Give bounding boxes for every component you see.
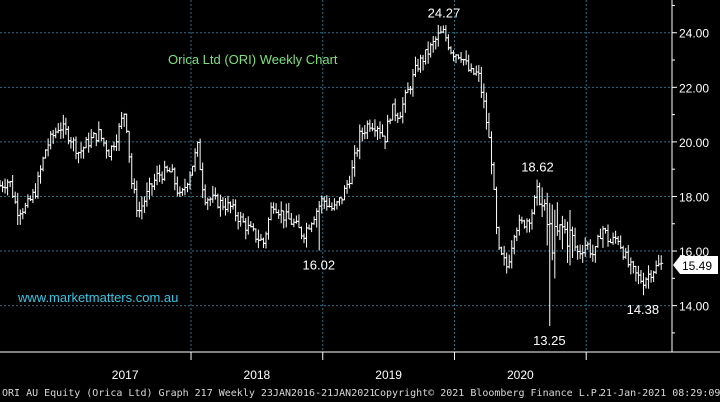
grid <box>0 0 672 352</box>
x-tick-label: 2019 <box>375 368 402 382</box>
footer-security-info: ORI AU Equity (Orica Ltd) Graph 217 Week… <box>2 388 376 399</box>
y-tick-label: 24.00 <box>679 27 709 41</box>
footer-bar: ORI AU Equity (Orica Ltd) Graph 217 Week… <box>0 385 720 402</box>
ohlc-bar <box>659 255 664 270</box>
footer-copyright: Copyright© 2021 Bloomberg Finance L.P. <box>374 388 603 399</box>
price-annotation: 14.38 <box>627 302 660 317</box>
x-tick-label: 2018 <box>244 368 271 382</box>
x-tick-label: 2020 <box>507 368 534 382</box>
ohlc-series <box>0 24 664 327</box>
chart-title: Orica Ltd (ORI) Weekly Chart <box>168 52 338 67</box>
y-tick-label: 14.00 <box>679 300 709 314</box>
last-price-value: 15.49 <box>682 259 712 273</box>
footer-timestamp: 21-Jan-2021 08:29:09 <box>600 388 720 399</box>
x-tick-label: 2017 <box>112 368 139 382</box>
last-price-tag: 15.49 <box>673 255 718 274</box>
y-tick-label: 18.00 <box>679 190 709 204</box>
y-tick-label: 16.00 <box>679 245 709 259</box>
watermark-url: www.marketmatters.com.au <box>17 290 178 305</box>
annotations: 24.27 16.02 18.62 13.25 14.38 15.49 <box>303 5 718 348</box>
price-annotation: 24.27 <box>428 5 461 20</box>
y-tick-label: 20.00 <box>679 136 709 150</box>
axes: 14.00 16.00 18.00 20.00 22.00 24.00 2017 2018 20… <box>0 0 720 382</box>
price-annotation: 16.02 <box>303 257 336 272</box>
price-annotation: 13.25 <box>533 333 566 348</box>
y-tick-label: 22.00 <box>679 81 709 95</box>
price-annotation: 18.62 <box>521 160 554 175</box>
